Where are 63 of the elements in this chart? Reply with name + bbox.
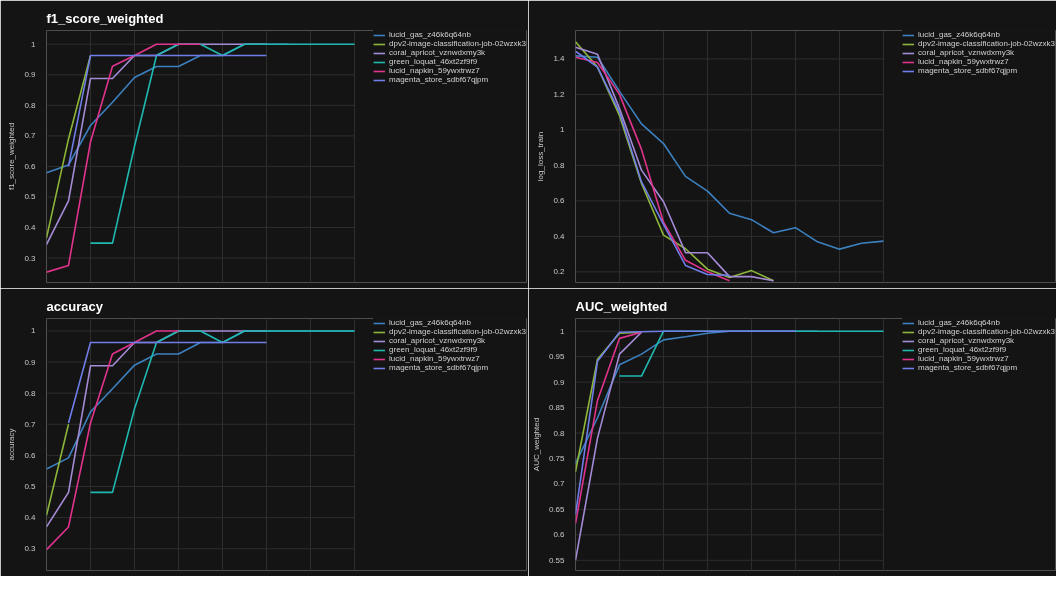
- y-tick-label: 0.6: [24, 161, 37, 171]
- legend-label: magenta_store_sdbf67qjpm: [389, 363, 489, 372]
- y-tick-label: 0.7: [24, 419, 37, 429]
- legend-label: lucid_gas_z46k6q64nb: [389, 318, 471, 327]
- legend-label: lucid_napkin_59ywxtrwz7: [389, 66, 480, 75]
- legend-label: magenta_store_sdbf67qjpm: [918, 363, 1018, 372]
- y-tick-label: 0.4: [553, 231, 566, 241]
- y-axis-title: accuracy: [7, 428, 17, 461]
- legend-label: coral_apricot_vznwdxmy3k: [389, 48, 486, 57]
- y-axis-title: AUC_weighted: [531, 417, 541, 472]
- legend-label: green_loquat_46xt2zf9f9: [918, 345, 1007, 354]
- legend-label: lucid_napkin_59ywxtrwz7: [918, 57, 1009, 66]
- y-tick-label: 0.8: [553, 160, 566, 170]
- chart-title: f1_score_weighted: [46, 10, 164, 26]
- legend-label: lucid_gas_z46k6q64nb: [389, 30, 471, 39]
- y-tick-label: 0.5: [24, 192, 37, 202]
- y-tick-label: 1.4: [553, 54, 566, 64]
- legend-label: magenta_store_sdbf67qjpm: [918, 66, 1018, 75]
- legend-label: coral_apricot_vznwdxmy3k: [389, 336, 486, 345]
- legend-label: coral_apricot_vznwdxmy3k: [918, 48, 1015, 57]
- legend-label: dpv2-image-classification-job-02wzxk3: [389, 39, 526, 48]
- legend-label: dpv2-image-classification-job-02wzxk3: [918, 39, 1055, 48]
- y-tick-label: 0.6: [553, 530, 566, 540]
- y-axis-title: f1_score_weighted: [7, 122, 17, 191]
- y-axis-title: log_loss_train: [536, 131, 546, 182]
- legend-label: lucid_gas_z46k6q64nb: [918, 318, 1000, 327]
- y-tick-label: 0.4: [24, 223, 37, 233]
- y-tick-label: 0.8: [24, 100, 37, 110]
- y-tick-label: 0.7: [24, 131, 37, 141]
- y-tick-label: 0.95: [548, 352, 566, 362]
- y-tick-label: 1: [560, 125, 566, 135]
- chart-title: AUC_weighted: [575, 298, 668, 314]
- y-tick-label: 0.4: [24, 513, 37, 523]
- y-tick-label: 0.3: [24, 253, 37, 263]
- y-tick-label: 0.9: [24, 357, 37, 367]
- y-tick-label: 0.7: [553, 479, 566, 489]
- legend-label: dpv2-image-classification-job-02wzxk3: [389, 327, 526, 336]
- y-tick-label: 0.85: [548, 403, 566, 413]
- y-tick-label: 0.8: [553, 428, 566, 438]
- legend-label: lucid_napkin_59ywxtrwz7: [389, 354, 480, 363]
- chart-title: accuracy: [46, 298, 104, 314]
- y-tick-label: 1: [560, 326, 566, 336]
- y-tick-label: 0.5: [24, 482, 37, 491]
- y-tick-label: 1: [31, 326, 37, 336]
- legend-label: lucid_napkin_59ywxtrwz7: [918, 354, 1009, 363]
- legend-label: green_loquat_46xt2zf9f9: [389, 57, 478, 66]
- y-tick-label: 0.6: [553, 196, 566, 206]
- y-tick-label: 0.2: [553, 267, 566, 277]
- y-tick-label: 0.9: [24, 70, 37, 80]
- legend-label: green_loquat_46xt2zf9f9: [389, 345, 478, 354]
- y-tick-label: 0.8: [24, 388, 37, 398]
- legend-label: dpv2-image-classification-job-02wzxk3: [918, 327, 1055, 336]
- y-tick-label: 0.65: [548, 504, 566, 514]
- legend-label: magenta_store_sdbf67qjpm: [389, 75, 489, 84]
- y-tick-label: 0.6: [24, 450, 37, 460]
- y-tick-label: 0.75: [548, 454, 566, 463]
- y-tick-label: 1.2: [553, 89, 566, 99]
- legend-label: lucid_gas_z46k6q64nb: [918, 30, 1000, 39]
- y-tick-label: 0.55: [548, 555, 566, 565]
- legend-label: coral_apricot_vznwdxmy3k: [918, 336, 1015, 345]
- y-tick-label: 1: [31, 39, 37, 49]
- y-tick-label: 0.9: [553, 377, 566, 387]
- y-tick-label: 0.3: [24, 544, 37, 554]
